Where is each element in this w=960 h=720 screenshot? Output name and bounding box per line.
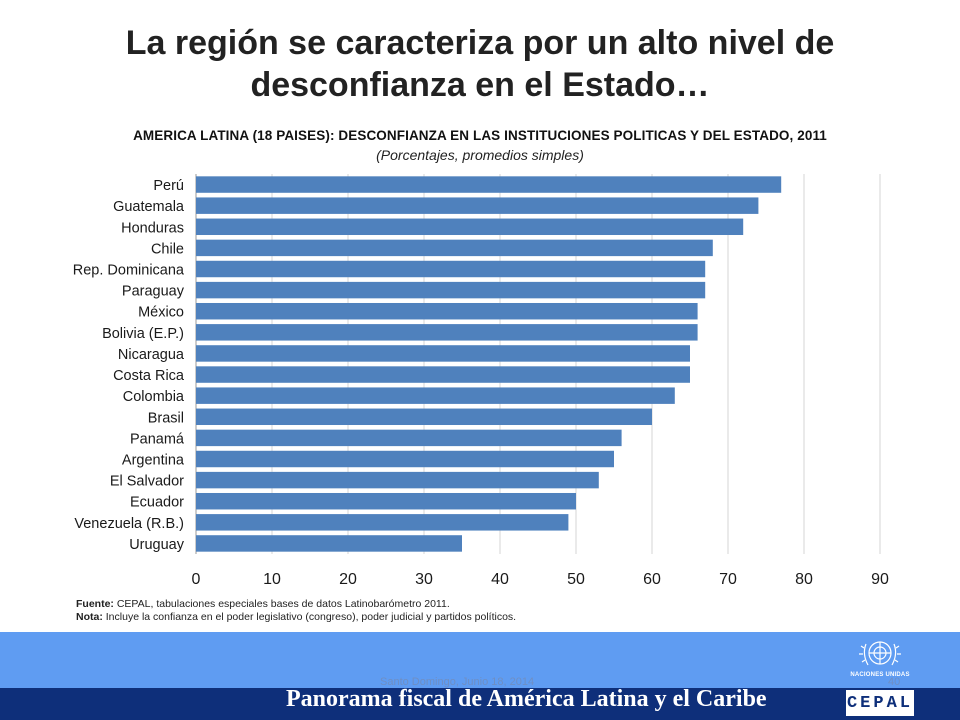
- slide-title-line-1: La región se caracteriza por un alto niv…: [125, 24, 835, 62]
- source-text: CEPAL, tabulaciones especiales bases de …: [116, 598, 450, 610]
- chart-notes: Fuente: CEPAL, tabulaciones especiales b…: [76, 598, 516, 624]
- bar-12: [196, 429, 622, 447]
- cepal-logo: CEPAL: [846, 690, 914, 716]
- bar-17: [196, 535, 462, 552]
- category-label-14: El Salvador: [110, 474, 184, 490]
- bar-8: [196, 345, 690, 362]
- page-number: 40: [888, 676, 901, 688]
- bar-11: [196, 408, 652, 426]
- category-label-7: Bolivia (E.P.): [102, 326, 184, 342]
- bar-2: [196, 218, 744, 236]
- bar-5: [196, 281, 706, 299]
- bar-16: [196, 514, 569, 531]
- category-label-5: Paraguay: [122, 284, 185, 300]
- category-label-4: Rep. Dominicana: [73, 263, 185, 279]
- x-tick-label-0: 0: [192, 571, 201, 588]
- category-label-17: Uruguay: [129, 537, 185, 553]
- bar-4: [196, 260, 706, 278]
- bar-0: [196, 176, 782, 193]
- slide-title: La región se caracteriza por un alto niv…: [40, 22, 920, 106]
- x-tick-label-8: 80: [795, 571, 813, 588]
- x-tick-label-7: 70: [719, 571, 737, 588]
- x-tick-label-4: 40: [491, 571, 509, 588]
- x-tick-label-6: 60: [643, 571, 661, 588]
- category-label-6: México: [138, 305, 184, 321]
- bar-14: [196, 471, 599, 489]
- bar-9: [196, 366, 690, 383]
- bar-7: [196, 324, 698, 341]
- bar-15: [196, 492, 576, 510]
- note-text: Incluye la confianza en el poder legisla…: [105, 611, 517, 623]
- bar-chart: Perú Guatemala Honduras Chile Rep. Dominican…: [73, 174, 889, 588]
- category-label-15: Ecuador: [130, 495, 184, 511]
- chart-subtitle: (Porcentajes, promedios simples): [376, 147, 584, 163]
- category-label-9: Costa Rica: [113, 368, 185, 384]
- source-note: Fuente: CEPAL, tabulaciones especiales b…: [76, 598, 516, 611]
- note-label: Nota:: [76, 611, 103, 623]
- x-tick-label-3: 30: [415, 571, 433, 588]
- category-label-1: Guatemala: [113, 199, 185, 215]
- source-label: Fuente:: [76, 598, 114, 610]
- bar-3: [196, 239, 713, 257]
- x-tick-label-2: 20: [339, 571, 357, 588]
- footer-band: [0, 632, 960, 688]
- chart-title: AMERICA LATINA (18 PAISES): DESCONFIANZA…: [133, 128, 827, 143]
- bar-1: [196, 197, 759, 214]
- slide-title-line-2: desconfianza en el Estado…: [250, 66, 710, 104]
- category-label-10: Colombia: [123, 389, 185, 405]
- bar-10: [196, 387, 675, 404]
- category-label-13: Argentina: [122, 453, 185, 469]
- x-tick-label-5: 50: [567, 571, 585, 588]
- category-label-12: Panamá: [130, 431, 185, 447]
- bar-6: [196, 302, 698, 320]
- footer-bottom-bar: [0, 688, 960, 720]
- footer-brand: Panorama fiscal de América Latina y el C…: [286, 686, 767, 712]
- nota-note: Nota: Incluye la confianza en el poder l…: [76, 611, 516, 624]
- cepal-logo-text: CEPAL: [846, 693, 913, 713]
- bar-13: [196, 450, 614, 468]
- footer-event: Santo Domingo, Junio 18, 2014: [380, 676, 535, 688]
- un-label: NACIONES UNIDAS: [850, 672, 910, 678]
- category-label-2: Honduras: [121, 220, 184, 236]
- un-emblem-icon: [859, 641, 901, 666]
- x-tick-label-1: 10: [263, 571, 281, 588]
- x-tick-label-9: 90: [871, 571, 889, 588]
- category-label-3: Chile: [151, 241, 184, 257]
- category-label-11: Brasil: [148, 410, 184, 426]
- category-label-0: Perú: [153, 178, 184, 194]
- category-label-8: Nicaragua: [118, 347, 185, 363]
- category-label-16: Venezuela (R.B.): [74, 516, 184, 532]
